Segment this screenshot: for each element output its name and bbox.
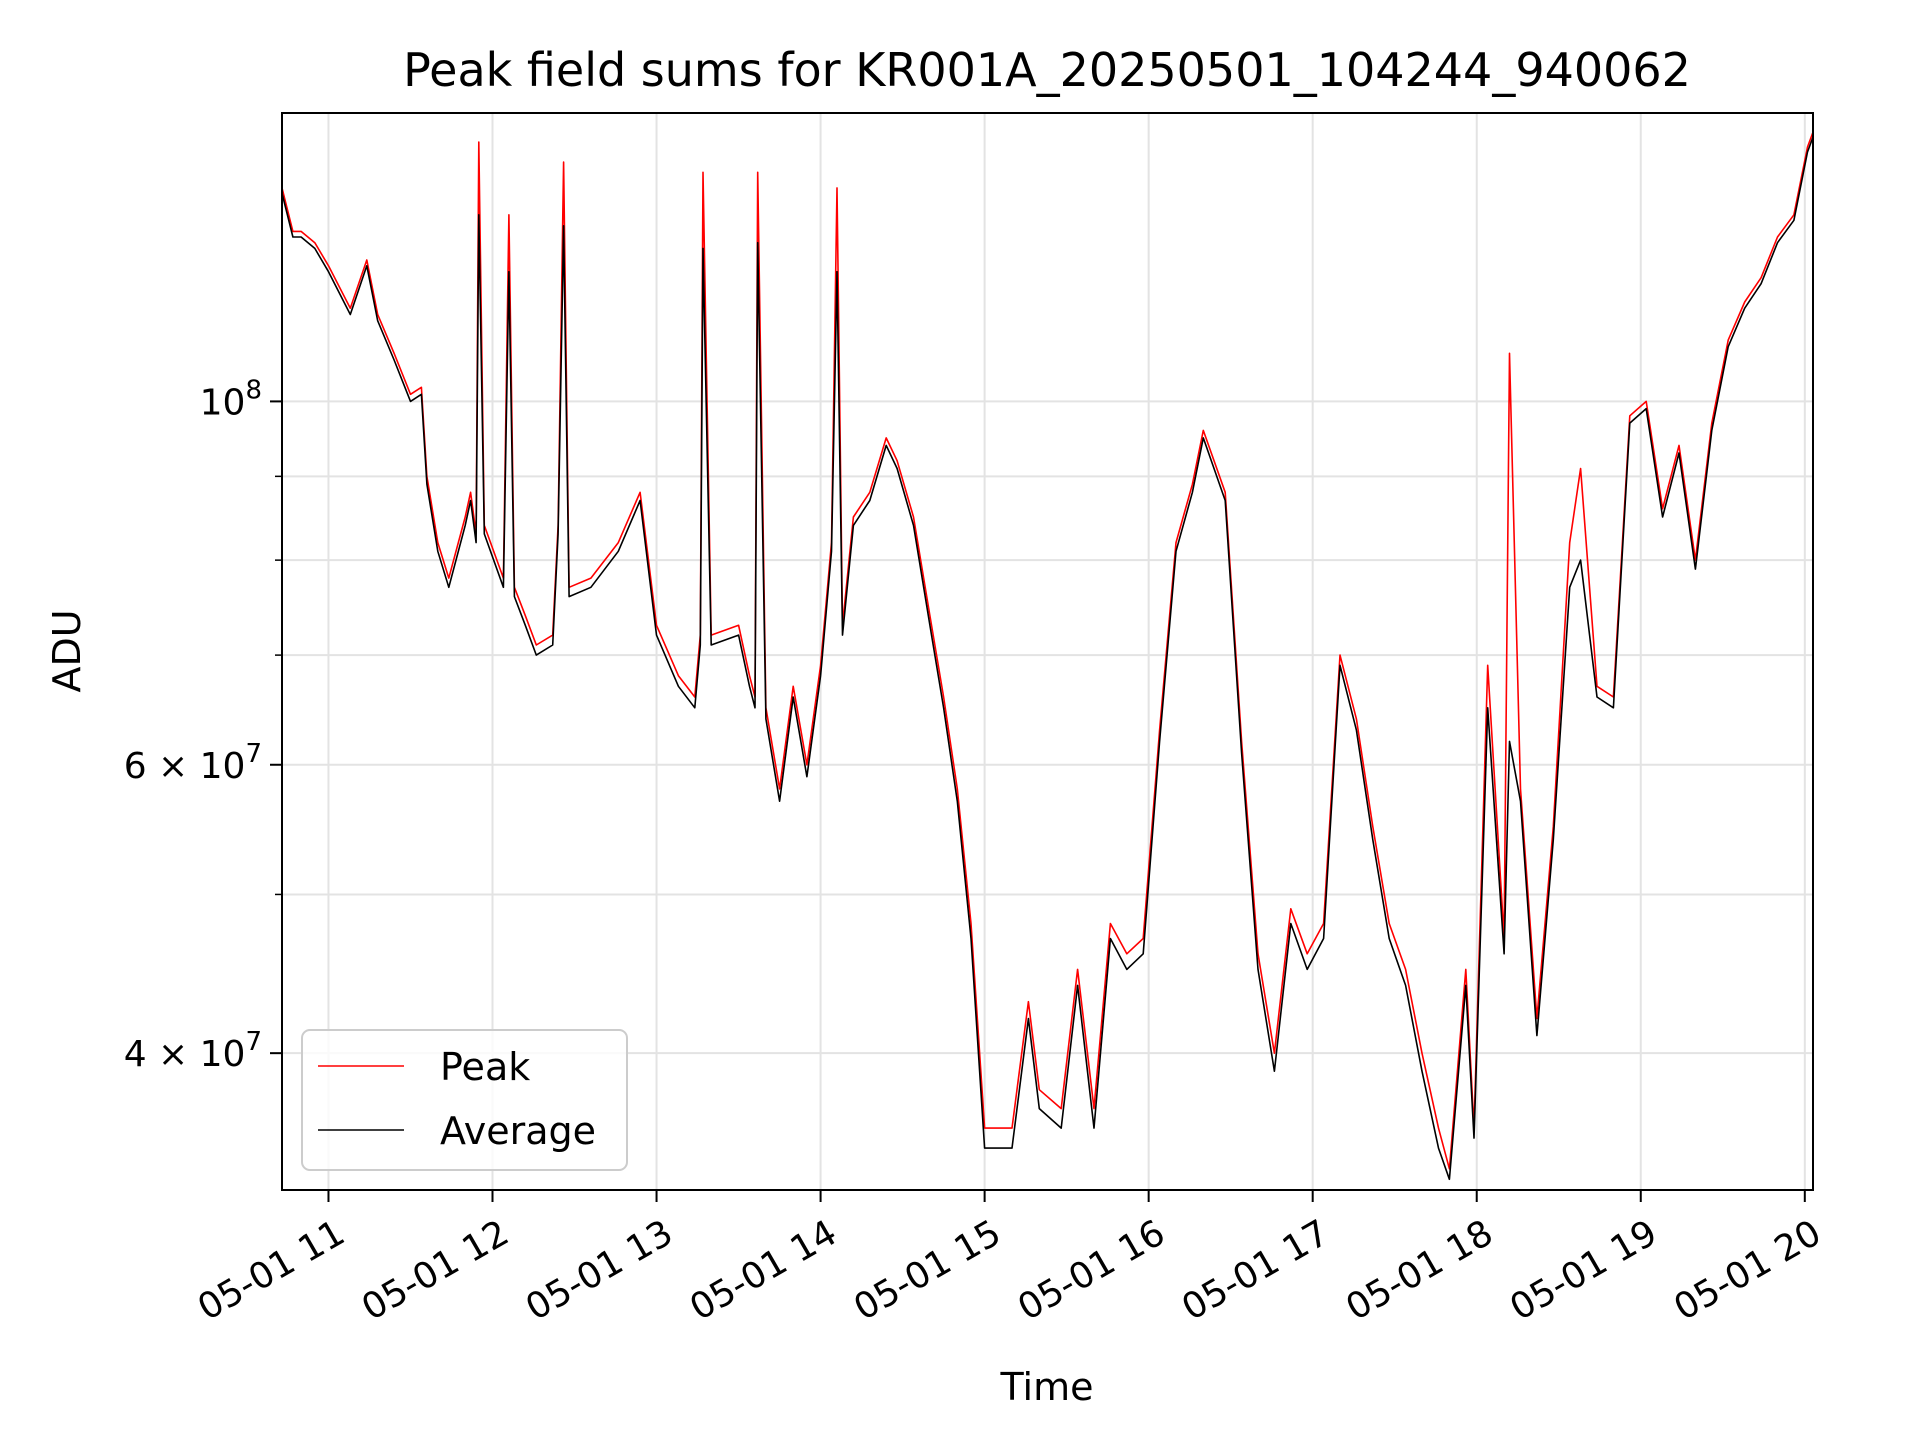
plot-area-frame — [281, 112, 1814, 1191]
legend: Peak Average — [301, 1029, 628, 1171]
series-lines — [281, 131, 1814, 1181]
legend-label-average: Average — [440, 1109, 596, 1153]
legend-label-peak: Peak — [440, 1045, 530, 1089]
y-tick-label: 6 × 107 — [124, 739, 262, 787]
legend-box — [301, 1029, 628, 1171]
grid — [282, 113, 1813, 1190]
y-tick-label: 108 — [200, 375, 262, 423]
x-axis-label: Time — [1000, 1365, 1094, 1409]
y-tick-label: 4 × 107 — [124, 1027, 262, 1075]
y-axis-label: ADU — [45, 609, 89, 692]
y-axis-ticks: 108 6 × 107 4 × 107 — [124, 375, 282, 1075]
series-line-peak — [281, 131, 1814, 1170]
chart-title: Peak field sums for KR001A_20250501_1042… — [403, 43, 1691, 97]
series-line-average — [281, 136, 1814, 1181]
